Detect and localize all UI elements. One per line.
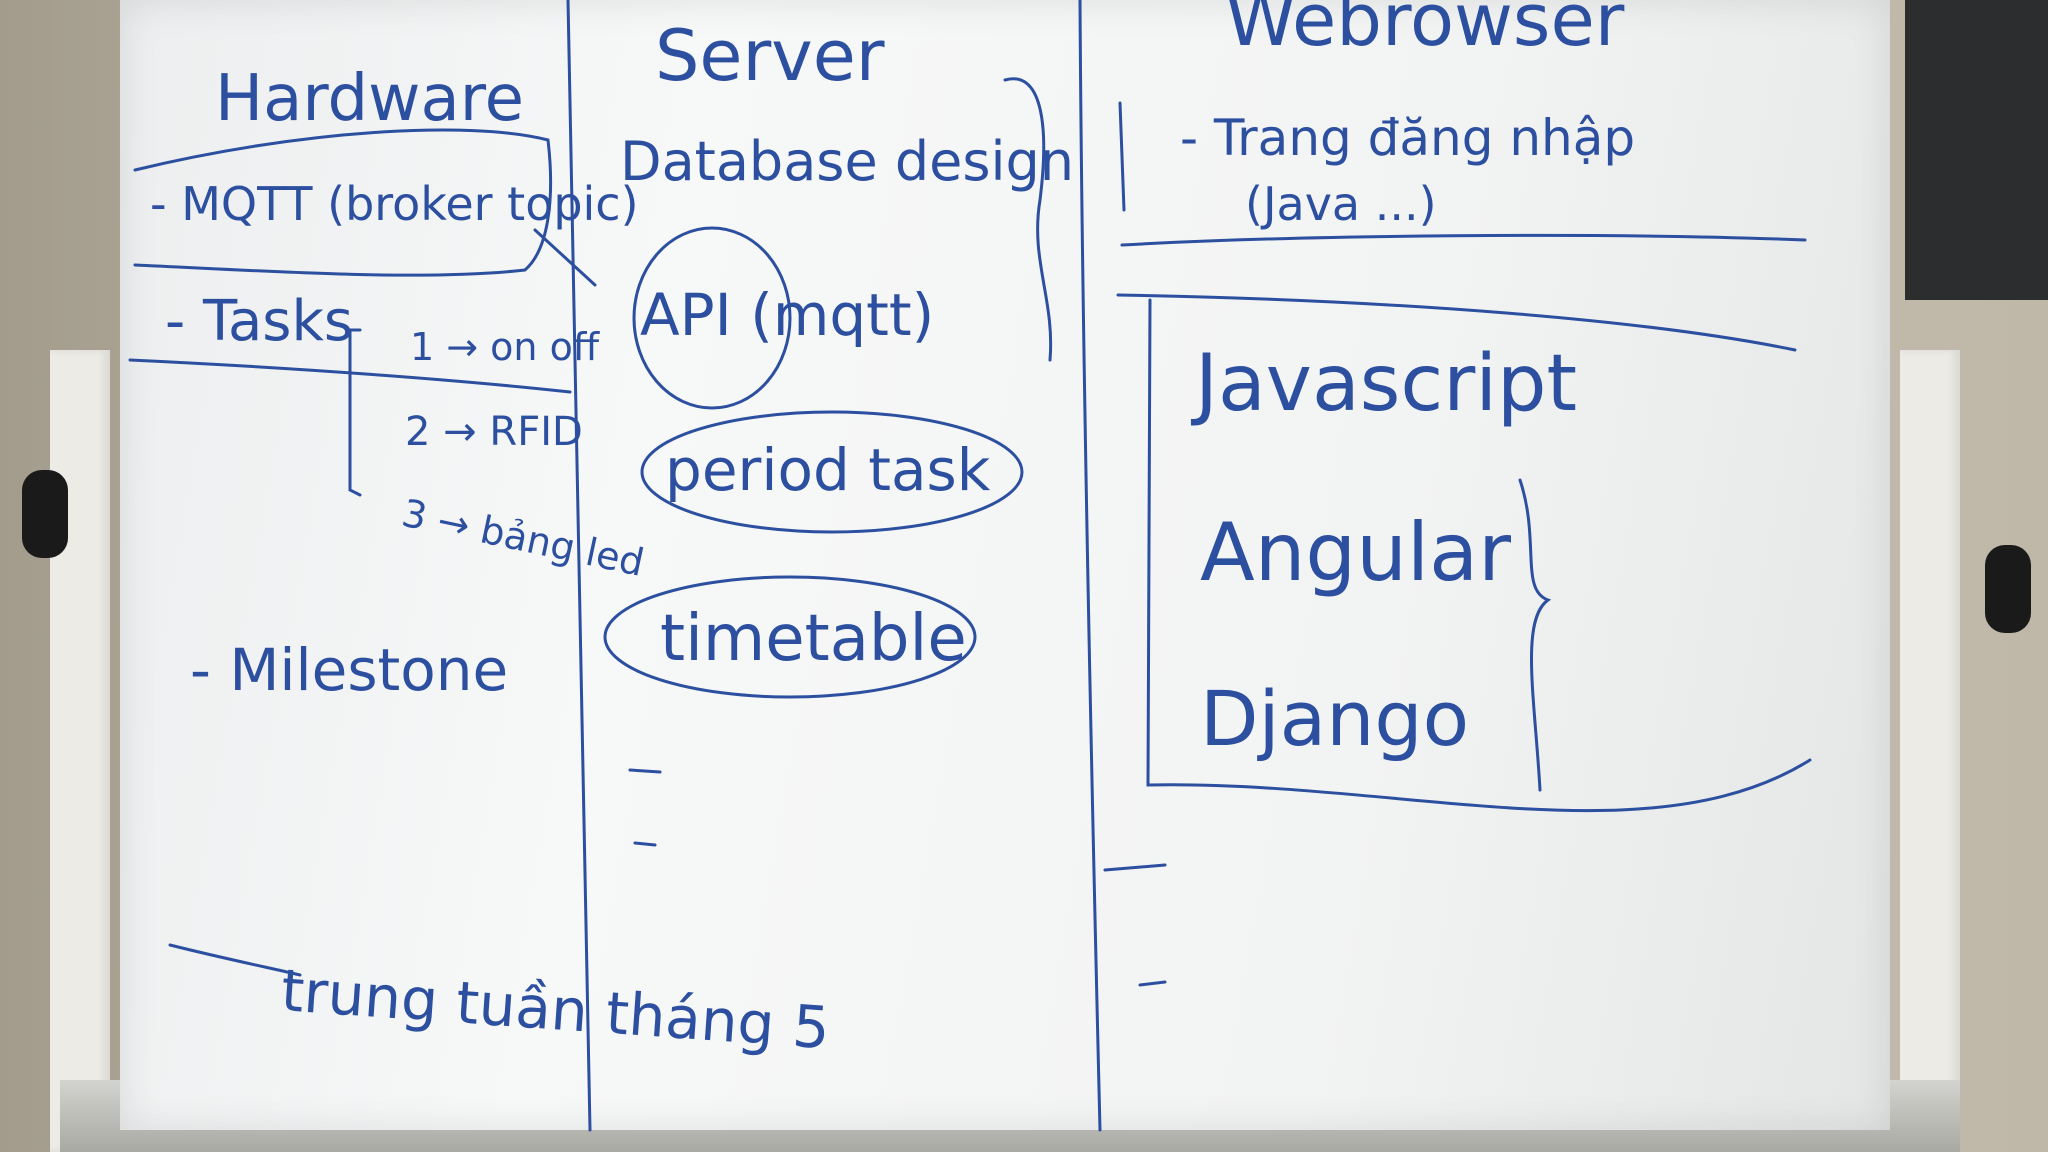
webbrowser-title: Webrowser bbox=[1225, 0, 1625, 62]
footer-note: trung tuần tháng 5 bbox=[279, 956, 832, 1062]
server-item-period-task: period task bbox=[665, 436, 991, 504]
timetable-circle bbox=[603, 575, 977, 699]
framework-django: Django bbox=[1200, 674, 1469, 763]
webbrowser-item-java: (Java ...) bbox=[1245, 177, 1437, 231]
hardware-task-2: 2 → RFID bbox=[405, 409, 583, 455]
mqtt-box bbox=[133, 128, 553, 277]
web-dash-2 bbox=[1138, 980, 1167, 987]
server-dash-1 bbox=[628, 768, 662, 774]
web-dash-1 bbox=[1103, 863, 1167, 872]
server-brace bbox=[1003, 77, 1053, 362]
framework-javascript: Javascript bbox=[1190, 339, 1577, 429]
divider-line-2 bbox=[1078, 0, 1102, 1132]
hardware-task-1: 1 → on off bbox=[410, 325, 600, 369]
mqtt-api-arrow bbox=[533, 228, 597, 287]
whiteboard bbox=[120, 0, 1890, 1130]
login-underline bbox=[1120, 233, 1807, 247]
server-dash-2 bbox=[633, 841, 657, 847]
frameworks-box bbox=[1146, 298, 1812, 813]
frameworks-top-line bbox=[1116, 293, 1797, 352]
footer-stroke bbox=[168, 943, 302, 977]
tasks-bracket bbox=[348, 328, 362, 497]
hardware-task-3: 3 → bảng led bbox=[398, 491, 648, 585]
stand-right bbox=[1900, 350, 1960, 1152]
hardware-item-tasks: - Tasks bbox=[165, 289, 353, 354]
tasks-underline bbox=[128, 358, 572, 394]
server-item-database: Database design bbox=[620, 130, 1074, 193]
knob-left bbox=[22, 470, 68, 558]
framework-angular: Angular bbox=[1200, 506, 1511, 599]
period-task-circle bbox=[640, 410, 1024, 534]
server-item-timetable: timetable bbox=[660, 602, 967, 676]
webbrowser-item-login: - Trang đăng nhập bbox=[1180, 109, 1635, 167]
server-item-api: API (mqtt) bbox=[640, 281, 934, 349]
hardware-title: Hardware bbox=[215, 62, 524, 136]
api-circle bbox=[632, 226, 792, 410]
monitor bbox=[1905, 0, 2048, 300]
hardware-item-mqtt: - MQTT (broker topic) bbox=[150, 177, 639, 231]
knob-right bbox=[1985, 545, 2031, 633]
hardware-item-milestone: - Milestone bbox=[190, 636, 508, 704]
login-left-bar bbox=[1118, 101, 1126, 212]
server-title: Server bbox=[655, 15, 885, 97]
frameworks-brace bbox=[1518, 478, 1552, 792]
